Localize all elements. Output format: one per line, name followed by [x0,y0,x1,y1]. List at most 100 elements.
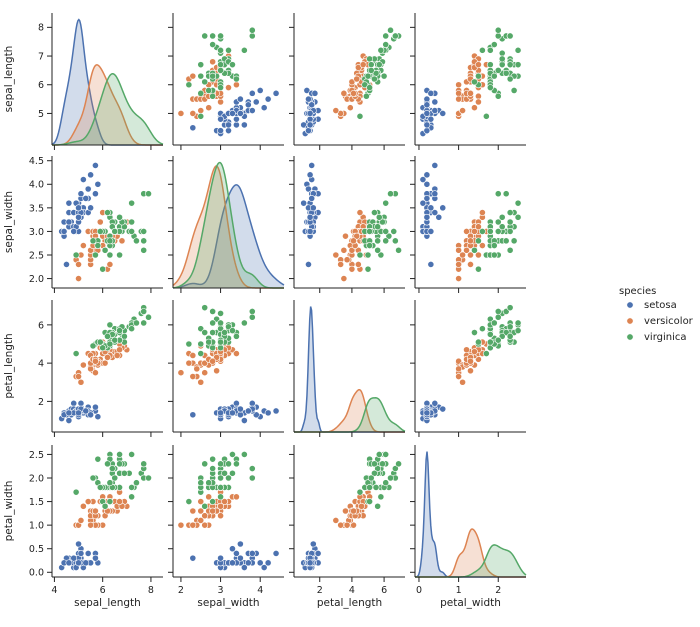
y-axis-label: petal_length [3,333,15,398]
point-virginica [506,32,514,40]
point-versicolor [337,521,345,529]
point-virginica [375,213,383,221]
point-setosa [75,540,82,548]
point-virginica [475,237,482,245]
panel-petal_width-vs-petal_width: 0 1 2 [410,445,527,596]
point-virginica [209,92,217,100]
y-tick-label: 1.5 [29,497,44,508]
point-virginica [514,199,522,207]
kde-fill-virginica [415,544,526,577]
point-versicolor [348,246,356,254]
point-setosa [423,409,431,417]
point-virginica [209,319,217,327]
point-setosa [244,559,252,567]
point-setosa [236,411,244,419]
point-versicolor [205,493,213,501]
y-tick-label: 4.0 [29,180,44,191]
point-versicolor [96,218,104,226]
point-versicolor [475,61,482,69]
point-virginica [494,218,502,226]
point-versicolor [213,367,221,375]
point-versicolor [201,521,209,529]
point-setosa [305,185,312,193]
point-setosa [244,101,252,109]
point-setosa [309,204,317,212]
point-virginica [185,340,193,348]
point-setosa [248,550,256,557]
point-virginica [106,237,114,245]
point-versicolor [116,498,123,505]
kde-fill-virginica [52,73,163,145]
point-setosa [240,121,248,129]
point-virginica [145,313,152,321]
point-virginica [96,484,104,491]
point-virginica [217,84,224,92]
point-setosa [427,204,435,212]
point-virginica [486,228,494,235]
point-virginica [94,455,102,463]
point-versicolor [209,507,217,515]
point-versicolor [340,275,348,282]
point-virginica [106,498,114,505]
point-virginica [471,78,478,86]
point-setosa [423,195,431,202]
point-setosa [305,127,312,135]
point-setosa [427,115,435,123]
point-virginica [240,451,248,458]
point-virginica [486,338,494,346]
y-tick-label: 2.5 [29,250,44,261]
point-setosa [233,115,240,123]
point-virginica [72,350,80,357]
panel-petal_width-vs-petal_length: 2 4 6 [289,445,405,596]
point-setosa [423,110,431,117]
point-setosa [75,213,82,221]
point-setosa [309,540,317,548]
point-setosa [248,399,256,407]
point-setosa [84,550,92,557]
point-versicolor [201,369,209,377]
point-virginica [217,484,224,491]
point-setosa [439,405,447,413]
point-virginica [140,246,148,254]
point-versicolor [455,81,463,89]
point-versicolor [84,498,92,505]
point-virginica [374,223,382,231]
point-versicolor [463,228,470,235]
point-virginica [116,460,123,468]
point-setosa [306,559,314,567]
point-setosa [77,550,85,557]
point-virginica [248,474,256,482]
point-versicolor [459,378,466,386]
point-virginica [89,237,97,245]
point-versicolor [197,107,205,114]
panel-sepal_width-vs-sepal_width [168,156,285,293]
point-virginica [498,223,506,231]
point-virginica [364,265,372,273]
point-virginica [478,46,486,54]
point-setosa [75,559,82,567]
point-virginica [205,479,213,487]
point-virginica [377,493,385,501]
point-versicolor [359,61,367,69]
point-virginica [362,92,370,100]
point-virginica [475,265,482,273]
point-versicolor [463,346,470,354]
panel-sepal_length-vs-petal_length [289,13,405,150]
point-virginica [506,228,514,235]
point-setosa [423,95,431,103]
point-versicolor [350,507,357,515]
point-versicolor [177,369,185,377]
point-virginica [217,46,224,54]
point-virginica [72,251,80,259]
point-versicolor [209,357,217,365]
point-virginica [375,451,383,458]
point-versicolor [189,72,197,80]
point-virginica [128,228,136,235]
point-versicolor [79,502,87,510]
point-setosa [256,559,264,567]
point-virginica [94,242,102,249]
point-virginica [106,479,114,487]
point-virginica [382,199,390,207]
point-virginica [99,265,107,273]
point-versicolor [467,367,474,375]
